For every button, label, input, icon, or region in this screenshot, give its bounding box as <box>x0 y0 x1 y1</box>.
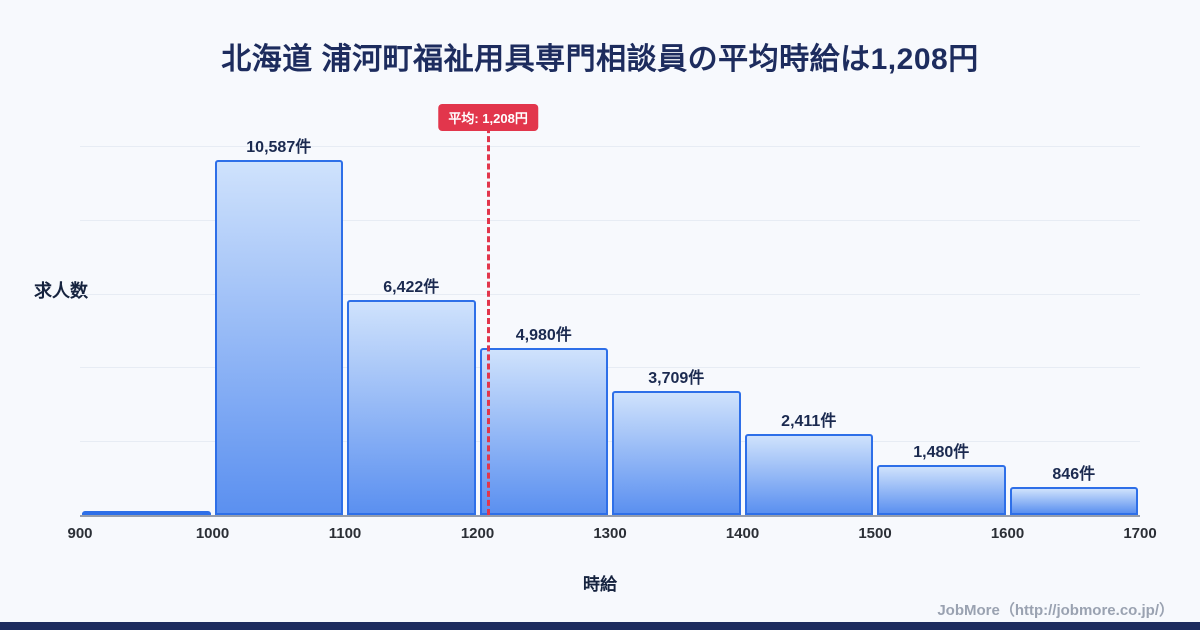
x-axis-tick-label: 1700 <box>1123 525 1157 542</box>
x-axis-line <box>80 515 1140 517</box>
gridline <box>80 294 1140 295</box>
x-axis-tick-label: 1600 <box>990 525 1025 542</box>
bar-value-label: 1,480件 <box>913 444 970 461</box>
histogram-bar <box>479 348 608 515</box>
histogram-bar <box>612 391 741 515</box>
gridline <box>80 220 1140 221</box>
x-axis-tick-label: 1000 <box>195 525 230 542</box>
x-axis-tick-label: 1400 <box>725 525 760 542</box>
bar-value-label: 6,422件 <box>383 279 440 296</box>
x-axis-tick-label: 1100 <box>328 525 362 542</box>
x-axis-tick-label: 900 <box>67 525 93 542</box>
bar-value-label: 846件 <box>1052 466 1096 483</box>
x-axis-tick-label: 1300 <box>593 525 627 542</box>
histogram-bar <box>214 160 343 515</box>
average-badge: 平均: 1,208円 <box>438 104 538 131</box>
gridline <box>80 367 1140 368</box>
bar-value-label: 3,709件 <box>648 370 705 387</box>
chart-title: 北海道 浦河町福祉用具専門相談員の平均時給は1,208円 <box>221 43 979 76</box>
gridline <box>80 441 1140 442</box>
bar-value-label: 4,980件 <box>515 327 572 344</box>
bottom-accent-bar <box>0 622 1200 630</box>
bar-value-label: 10,587件 <box>246 139 312 156</box>
bar-value-label: 2,411件 <box>781 413 837 430</box>
footer-credit: JobMore（http://jobmore.co.jp/） <box>937 602 1174 619</box>
gridline <box>80 146 1140 147</box>
average-line <box>487 118 491 515</box>
x-axis-label: 時給 <box>583 575 617 594</box>
x-axis-tick-label: 1500 <box>858 525 892 542</box>
histogram-bar <box>744 434 873 515</box>
histogram-bar <box>347 300 476 515</box>
histogram-bar <box>82 511 211 515</box>
histogram-bar <box>877 465 1006 515</box>
y-axis-label: 求人数 <box>34 281 88 301</box>
histogram-bar <box>1009 487 1138 515</box>
x-axis-tick-label: 1200 <box>460 525 495 542</box>
